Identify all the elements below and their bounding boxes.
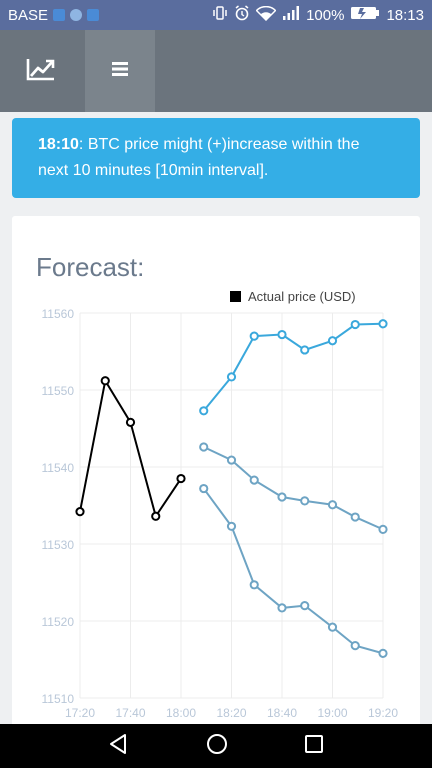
data-point	[100, 376, 110, 386]
status-bar: BASE 100% 18:13	[0, 0, 432, 30]
wifi-icon	[255, 5, 277, 25]
menu-icon	[111, 61, 129, 82]
data-point	[350, 641, 360, 651]
alarm-icon	[234, 5, 250, 25]
data-point	[226, 372, 237, 382]
y-tick-label: 11560	[42, 307, 75, 321]
data-point	[199, 483, 209, 494]
series-line-3	[202, 487, 384, 655]
prediction-alert: 18:10: BTC price might (+)increase withi…	[12, 118, 420, 198]
data-point	[327, 500, 338, 510]
legend-swatch	[230, 291, 241, 302]
app-toolbar	[0, 30, 432, 112]
x-tick-label: 17:40	[115, 706, 145, 720]
clock: 18:13	[386, 6, 424, 24]
x-tick-label: 18:20	[216, 706, 246, 720]
alert-message: : BTC price might (+)increase within the…	[38, 136, 360, 179]
y-tick-label: 11530	[42, 538, 75, 552]
x-tick-label: 19:20	[368, 706, 398, 720]
data-point	[199, 442, 209, 452]
vibrate-icon	[212, 6, 228, 24]
data-point	[300, 345, 310, 355]
data-point	[125, 417, 136, 427]
recent-apps-icon[interactable]	[304, 734, 324, 759]
y-tick-label: 11510	[42, 692, 75, 706]
data-point	[378, 319, 388, 329]
data-point	[176, 473, 186, 484]
app-icon-3	[87, 9, 100, 21]
data-point	[151, 511, 161, 521]
data-point	[327, 336, 338, 346]
data-point	[75, 507, 85, 517]
app-icon-1	[53, 9, 66, 21]
card-title: Forecast:	[36, 252, 145, 282]
y-tick-label: 11520	[42, 615, 75, 629]
forecast-card: 11510 11520 11530 11540 11550 11560 17:20 17:40…	[12, 216, 420, 736]
carrier-label: BASE	[8, 6, 49, 24]
data-point	[327, 622, 338, 632]
y-tick-label: 11550	[42, 384, 75, 398]
data-point	[300, 601, 310, 611]
series-line-1	[202, 322, 384, 412]
chart-button[interactable]	[6, 30, 76, 112]
legend-label: Actual price (USD)	[248, 289, 356, 304]
data-point	[378, 524, 388, 534]
x-tick-label: 17:20	[65, 706, 95, 720]
app-icon-2	[70, 9, 83, 21]
menu-button[interactable]	[85, 30, 155, 112]
battery-icon	[350, 6, 380, 24]
status-left: BASE	[8, 6, 100, 24]
data-point	[350, 319, 360, 330]
signal-icon	[282, 6, 300, 24]
trending-chart-icon	[26, 57, 56, 86]
data-point	[199, 406, 209, 416]
x-tick-label: 19:00	[317, 706, 347, 720]
y-tick-label: 11540	[42, 461, 75, 475]
data-point	[277, 329, 287, 340]
data-point	[226, 521, 237, 531]
data-point	[277, 603, 287, 613]
home-icon[interactable]	[206, 733, 228, 760]
x-tick-label: 18:00	[166, 706, 196, 720]
navigation-bar	[0, 724, 432, 768]
data-point	[226, 455, 237, 465]
back-icon[interactable]	[108, 733, 130, 760]
x-tick-label: 18:40	[267, 706, 297, 720]
data-point	[277, 492, 287, 502]
data-point	[249, 475, 259, 485]
data-point	[300, 496, 310, 506]
data-point	[378, 648, 388, 658]
forecast-chart: 11510 11520 11530 11540 11550 11560 17:20 17:40…	[42, 289, 399, 720]
alert-time: 18:10	[38, 136, 79, 153]
data-point	[249, 580, 259, 590]
data-point	[350, 512, 360, 522]
battery-percent: 100%	[306, 6, 345, 24]
data-point	[249, 331, 259, 341]
status-right: 100% 18:13	[212, 5, 424, 25]
